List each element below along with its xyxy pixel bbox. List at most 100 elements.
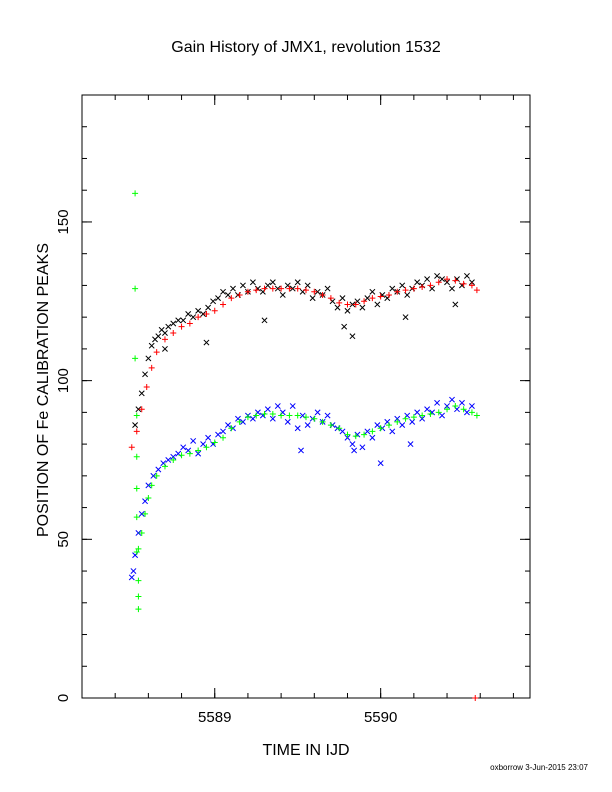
data-point xyxy=(138,529,145,536)
data-point xyxy=(132,355,139,362)
data-point xyxy=(374,422,381,429)
data-point xyxy=(359,304,366,311)
data-point xyxy=(410,285,417,292)
data-point xyxy=(341,323,348,330)
data-point xyxy=(294,425,301,432)
data-point xyxy=(460,280,467,287)
data-point xyxy=(186,320,193,327)
data-point xyxy=(394,418,401,425)
data-point xyxy=(311,288,318,295)
data-point xyxy=(135,606,142,613)
data-point xyxy=(150,472,157,479)
data-point xyxy=(399,282,406,289)
data-point xyxy=(130,568,137,575)
data-point xyxy=(352,301,359,308)
data-point xyxy=(228,295,235,302)
plot-border xyxy=(81,94,531,699)
data-point xyxy=(319,291,326,298)
data-point xyxy=(284,418,291,425)
data-point xyxy=(286,412,293,419)
data-point xyxy=(344,301,351,308)
data-point xyxy=(153,472,160,479)
data-point xyxy=(195,447,202,454)
data-point xyxy=(399,422,406,429)
data-point xyxy=(225,422,231,429)
data-point xyxy=(444,276,451,283)
data-point xyxy=(452,277,459,284)
data-point xyxy=(344,431,351,438)
data-point xyxy=(435,409,442,416)
data-point xyxy=(239,282,246,289)
y-tick-label: 50 xyxy=(55,531,72,548)
data-point xyxy=(142,371,149,378)
data-point xyxy=(138,510,145,517)
data-point xyxy=(236,291,243,298)
series-3 xyxy=(128,396,475,581)
data-point xyxy=(377,425,384,432)
data-point xyxy=(170,330,177,337)
data-point xyxy=(203,339,210,346)
data-point xyxy=(148,482,155,489)
data-point xyxy=(468,409,475,416)
data-point xyxy=(249,415,256,422)
data-point xyxy=(278,412,285,419)
data-point xyxy=(220,434,227,441)
data-point xyxy=(279,291,286,298)
data-point xyxy=(369,295,376,302)
data-point xyxy=(161,336,168,343)
data-point xyxy=(427,282,434,289)
data-point xyxy=(211,307,218,314)
data-point xyxy=(344,307,351,314)
data-point xyxy=(359,444,366,451)
data-point xyxy=(170,453,177,460)
data-point xyxy=(215,431,222,438)
data-point xyxy=(409,418,416,425)
data-point xyxy=(402,287,409,294)
data-point xyxy=(352,433,359,440)
data-point xyxy=(200,311,207,317)
data-point xyxy=(133,453,140,460)
data-point xyxy=(364,428,371,435)
data-point xyxy=(195,314,202,321)
data-point xyxy=(185,311,192,317)
axis-ticks xyxy=(82,95,530,699)
data-point xyxy=(135,545,142,552)
data-point xyxy=(361,298,368,305)
data-point xyxy=(349,441,356,448)
data-point xyxy=(132,285,139,292)
x-tick-label: 5589 xyxy=(198,709,231,726)
data-point xyxy=(463,272,470,279)
data-point xyxy=(205,304,212,311)
data-point xyxy=(468,403,475,409)
data-point xyxy=(145,355,152,362)
data-point xyxy=(178,452,185,459)
data-point xyxy=(261,410,268,417)
data-point xyxy=(162,330,168,336)
data-point xyxy=(419,412,426,419)
data-point xyxy=(336,299,343,306)
data-point xyxy=(444,279,450,286)
data-point xyxy=(175,317,182,324)
series-6 xyxy=(472,695,479,701)
data-point xyxy=(135,530,142,536)
data-point xyxy=(369,434,376,441)
data-point xyxy=(135,593,142,600)
data-point xyxy=(249,279,256,286)
data-point xyxy=(128,444,135,451)
data-point xyxy=(236,418,243,425)
data-point xyxy=(419,284,426,291)
series-5 xyxy=(132,190,142,613)
data-point xyxy=(210,298,217,305)
data-point xyxy=(244,288,251,295)
data-point xyxy=(377,460,384,467)
data-point xyxy=(424,406,431,413)
data-point xyxy=(424,276,431,283)
data-point xyxy=(303,414,309,421)
data-point xyxy=(304,422,311,429)
data-point xyxy=(311,415,318,422)
data-point xyxy=(153,349,160,356)
data-point xyxy=(439,276,446,283)
data-point xyxy=(361,431,368,438)
data-point xyxy=(349,301,356,308)
data-point xyxy=(434,399,441,406)
